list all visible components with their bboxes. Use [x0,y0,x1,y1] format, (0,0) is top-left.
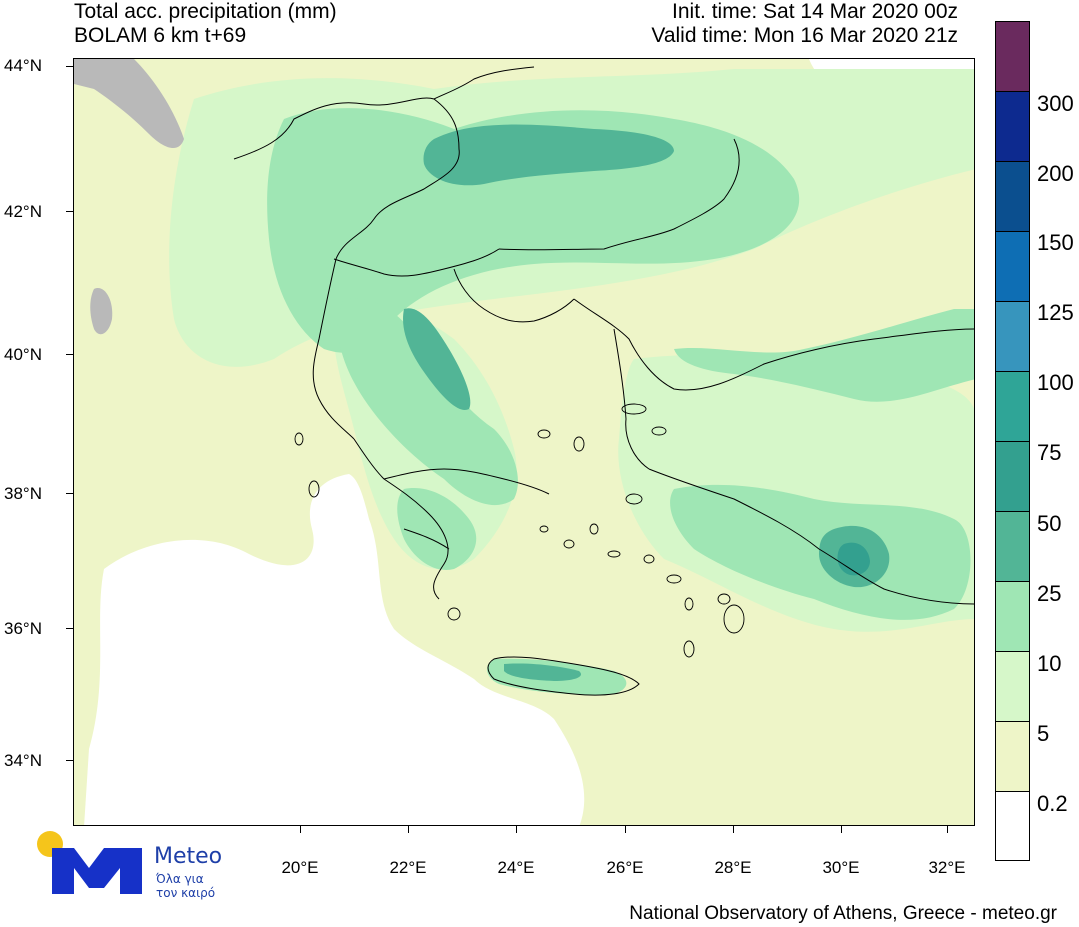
lon-label-26: 26°E [606,858,644,877]
legend-swatch [996,582,1029,652]
legend-label-0-2: 0.2 [1037,791,1068,816]
lon-tick [841,826,842,833]
legend-label-10: 10 [1037,651,1062,676]
lon-tick [516,826,517,833]
lon-label-28: 28°E [714,858,752,877]
map-canvas [74,59,974,825]
lon-tick [947,826,948,833]
legend-swatch [996,512,1029,582]
legend-label-200: 200 [1037,161,1074,186]
legend-swatch [996,652,1029,722]
precipitation-legend [995,21,1030,861]
lat-tick [66,760,73,761]
meteo-m-icon [37,831,142,894]
legend-label-100: 100 [1037,370,1074,395]
legend-label-5: 5 [1037,721,1050,746]
legend-swatch [996,792,1029,860]
time-block: Init. time: Sat 14 Mar 2020 00z Valid ti… [651,0,958,48]
green-zone-peloponnese [397,488,477,570]
legend-swatch [996,92,1029,162]
lat-tick [66,211,73,212]
lat-label-34: 34°N [4,751,42,770]
peak-zone-anatolia [837,542,870,576]
islands [294,403,745,658]
legend-label-300: 300 [1037,91,1074,116]
country-borders [233,66,974,696]
lat-tick [66,66,73,67]
lat-tick [66,493,73,494]
legend-label-150: 150 [1037,230,1074,255]
lon-label-24: 24°E [497,858,535,877]
masked-land-adriatic [74,59,184,149]
lat-label-40: 40°N [4,345,42,364]
dry-area-crete-south [489,739,508,804]
lon-tick [408,826,409,833]
legend-swatch [996,232,1029,302]
legend-label-50: 50 [1037,511,1062,536]
lon-tick [733,826,734,833]
title-block: Total acc. precipitation (mm) BOLAM 6 km… [74,0,337,48]
green-zone-anatolia-north [674,309,974,402]
lon-label-30: 30°E [822,858,860,877]
lat-label-44: 44°N [4,56,42,75]
heavy-zone-thessaly [403,308,471,410]
valid-time: Valid time: Mon 16 Mar 2020 21z [651,24,958,47]
logo-tagline-2: τον καιρό [156,886,216,900]
heavy-zone-bulgaria [423,124,674,186]
map-title: Total acc. precipitation (mm) [74,0,337,23]
model-label: BOLAM 6 km t+69 [74,24,247,47]
lat-tick [66,628,73,629]
green-zone-greece-west [337,298,518,506]
legend-label-75: 75 [1037,440,1062,465]
green-zone-balkans [267,108,800,353]
precipitation-map [73,58,975,826]
dry-area-ionian [84,474,585,825]
lon-tick [300,826,301,833]
logo-brand: Meteo [154,844,223,869]
masked-land-italy [90,288,113,335]
legend-label-125: 125 [1037,300,1074,325]
lat-label-38: 38°N [4,484,42,503]
heavy-zone-crete [504,663,582,681]
init-time: Init. time: Sat 14 Mar 2020 00z [672,0,958,23]
logo-tagline-1: Όλα για [156,872,204,886]
footer-credit: National Observatory of Athens, Greece -… [629,903,1057,924]
legend-swatch [996,22,1029,92]
lon-label-20: 20°E [281,858,319,877]
lon-label-32: 32°E [928,858,966,877]
legend-swatch [996,722,1029,792]
lat-label-42: 42°N [4,202,42,221]
lat-tick [66,354,73,355]
legend-swatch [996,442,1029,512]
lat-label-36: 36°N [4,619,42,638]
lon-tick [625,826,626,833]
legend-label-25: 25 [1037,581,1062,606]
legend-swatch [996,162,1029,232]
legend-swatch [996,302,1029,372]
legend-swatch [996,372,1029,442]
meteo-logo[interactable]: Meteo Όλα για τον καιρό [34,830,234,900]
lon-label-22: 22°E [389,858,427,877]
